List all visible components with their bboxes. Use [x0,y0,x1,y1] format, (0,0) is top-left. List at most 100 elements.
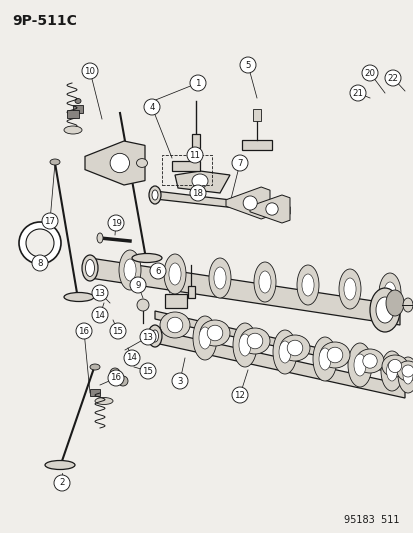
Circle shape [231,155,247,171]
Bar [90,389,100,396]
Ellipse shape [233,323,256,367]
Ellipse shape [136,159,147,167]
Circle shape [187,147,202,163]
Circle shape [144,99,159,115]
Ellipse shape [353,354,365,376]
Circle shape [206,325,222,341]
Ellipse shape [396,361,413,381]
Text: 17: 17 [44,216,55,225]
Ellipse shape [378,273,400,313]
Ellipse shape [45,461,75,470]
Ellipse shape [296,265,318,305]
Ellipse shape [355,349,383,373]
Text: 10: 10 [84,67,95,76]
Circle shape [167,317,183,333]
Text: 4: 4 [149,102,154,111]
Ellipse shape [199,320,230,346]
Text: 18: 18 [192,189,203,198]
Circle shape [190,75,206,91]
Circle shape [326,347,342,363]
Circle shape [82,63,98,79]
Text: 95183  511: 95183 511 [344,515,399,525]
Circle shape [76,323,92,339]
Circle shape [247,333,262,349]
Text: 22: 22 [387,74,398,83]
Ellipse shape [397,357,413,393]
Circle shape [171,373,188,389]
Text: 9: 9 [135,280,140,289]
Circle shape [242,196,256,210]
Ellipse shape [64,293,94,302]
Ellipse shape [272,330,296,374]
Text: 9P-511C: 9P-511C [12,14,77,28]
Ellipse shape [95,398,113,405]
Ellipse shape [149,186,161,204]
Circle shape [137,299,149,311]
Text: 5: 5 [244,61,250,69]
Text: 15: 15 [112,327,123,335]
Text: 21: 21 [351,88,363,98]
Circle shape [265,203,278,215]
Circle shape [349,85,365,101]
Ellipse shape [279,335,309,361]
Bar [242,140,271,150]
Ellipse shape [343,278,355,300]
Ellipse shape [19,222,61,264]
Ellipse shape [123,259,136,281]
Ellipse shape [119,250,141,290]
Ellipse shape [240,328,269,354]
Polygon shape [85,141,145,185]
Circle shape [387,359,401,373]
Ellipse shape [90,364,100,370]
Text: 2: 2 [59,479,64,488]
Polygon shape [154,330,404,398]
Ellipse shape [85,260,94,277]
Ellipse shape [386,361,396,381]
Ellipse shape [152,190,158,200]
Circle shape [108,215,124,231]
Ellipse shape [151,330,158,342]
Circle shape [92,307,108,323]
Polygon shape [154,191,289,214]
Ellipse shape [319,342,349,368]
Text: 11: 11 [189,150,200,159]
Ellipse shape [258,271,271,293]
Polygon shape [175,171,230,193]
Circle shape [287,340,302,356]
Text: 15: 15 [142,367,153,376]
Circle shape [240,57,255,73]
Ellipse shape [209,258,230,298]
Text: 14: 14 [94,311,105,319]
Text: 16: 16 [110,374,121,383]
Circle shape [190,185,206,201]
Text: 12: 12 [234,391,245,400]
Bar [67,110,79,118]
Text: 3: 3 [177,376,182,385]
Circle shape [110,154,129,173]
Text: 13: 13 [142,333,153,342]
Ellipse shape [75,99,81,103]
Ellipse shape [64,126,82,134]
Circle shape [118,376,128,386]
Circle shape [54,475,70,491]
Ellipse shape [169,263,180,285]
Ellipse shape [375,297,393,323]
Ellipse shape [301,274,313,296]
Circle shape [361,65,377,81]
Ellipse shape [369,288,399,332]
Ellipse shape [381,355,407,377]
Ellipse shape [278,341,290,363]
Text: 19: 19 [110,219,121,228]
Bar [161,155,211,185]
Text: 8: 8 [37,259,43,268]
Circle shape [150,263,166,279]
Ellipse shape [318,348,330,370]
Polygon shape [154,311,384,371]
Circle shape [124,350,140,366]
Circle shape [130,277,146,293]
Text: 16: 16 [78,327,89,335]
Ellipse shape [50,159,60,165]
Circle shape [110,368,120,378]
Ellipse shape [159,312,190,338]
Ellipse shape [347,343,371,387]
